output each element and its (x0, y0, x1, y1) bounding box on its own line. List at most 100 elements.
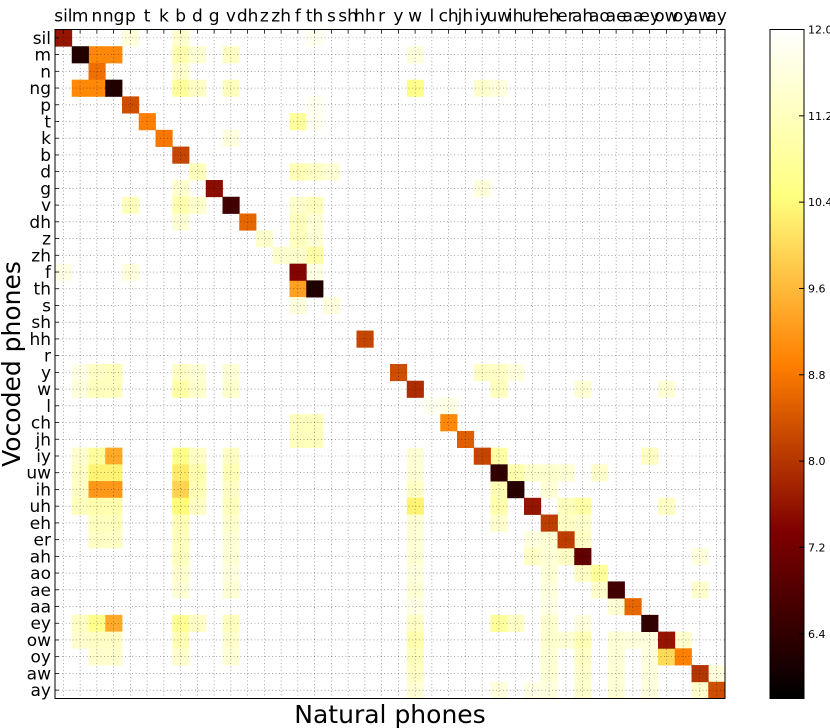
y-tick-label: ih (36, 480, 52, 500)
heatmap-cell (406, 464, 424, 482)
heatmap-cell (172, 481, 190, 499)
plot-frame (54, 29, 726, 699)
heatmap-cell (256, 230, 274, 248)
x-axis-title: Natural phones (294, 700, 485, 728)
heatmap-cell (105, 531, 123, 549)
y-tick-label: hh (29, 330, 51, 350)
x-tick-label: ih (508, 7, 524, 27)
heatmap-cell (440, 414, 458, 432)
x-tick-label: ao (589, 7, 610, 27)
colorbar-tick-label: 8.8 (808, 369, 826, 382)
x-tick-label: g (209, 7, 220, 27)
x-tick-label: f (295, 7, 302, 27)
x-tick-label: l (430, 7, 435, 27)
y-tick-label: v (41, 196, 51, 216)
y-tick-label: ay (31, 681, 51, 701)
y-tick-label: sil (33, 29, 51, 49)
heatmap-cell (222, 447, 240, 465)
heatmap-cell (406, 614, 424, 632)
x-tick-label: y (393, 7, 403, 27)
heatmap-cell (105, 447, 123, 465)
heatmap-cell (105, 631, 123, 649)
heatmap-cell (138, 113, 156, 131)
x-tick-label: ow (654, 7, 678, 27)
x-tick-label: oy (673, 7, 693, 27)
heatmap-cell (574, 681, 592, 699)
heatmap-cell (55, 263, 73, 281)
heatmap-cell (490, 481, 508, 499)
heatmap-cell (524, 547, 542, 566)
y-axis-title: Vocoded phones (0, 261, 26, 467)
x-tick-label: hh (354, 7, 376, 27)
x-tick-label: v (226, 7, 236, 27)
y-tick-label: f (45, 263, 52, 283)
y-tick-labels: silmnngptkbdgvdhzzhfthsshhhrywlchjhiyuwi… (26, 29, 59, 701)
heatmap-cell (172, 631, 190, 649)
y-tick-label: l (46, 397, 51, 417)
heatmap-cell (272, 246, 290, 265)
x-tick-label: jh (457, 7, 474, 27)
heatmap-cell (105, 614, 123, 632)
heatmap-cell (189, 614, 207, 632)
colorbar (769, 29, 805, 699)
x-tick-label: s (327, 7, 336, 27)
y-tick-label: zh (31, 246, 51, 266)
heatmap-cell (406, 631, 424, 649)
heatmap-cell (591, 564, 609, 582)
heatmap-cell (189, 447, 207, 465)
x-tick-label: uw (487, 7, 512, 27)
heatmap-cell (172, 531, 190, 549)
heatmap-cell (105, 481, 123, 499)
heatmap-cell (189, 79, 207, 97)
x-tick-label: aa (622, 7, 643, 27)
x-tick-label: aw (688, 7, 712, 27)
y-tick-label: ae (30, 581, 51, 601)
y-tick-label: ao (30, 564, 51, 584)
colorbar-tick-label: 6.4 (808, 628, 826, 641)
heatmap-cell (406, 447, 424, 465)
x-tick-label: p (125, 7, 136, 27)
heatmap-cell (122, 263, 140, 281)
colorbar-tick-label: 8.0 (808, 455, 826, 468)
y-tick-label: eh (30, 514, 51, 534)
y-tick-label: uw (26, 464, 51, 484)
heatmap-cell (691, 681, 709, 699)
heatmap-cell (641, 614, 659, 632)
heatmap-cell (524, 464, 542, 482)
heatmap-cell (607, 681, 625, 699)
y-tick-label: t (44, 112, 51, 132)
heatmap-cell (189, 163, 207, 181)
heatmap-cell (172, 79, 190, 97)
heatmap-cell (172, 464, 190, 482)
heatmap-cell (406, 380, 424, 398)
y-tick-label: d (40, 163, 51, 183)
heatmap-cell (641, 447, 659, 465)
heatmap-cell (172, 146, 190, 164)
heatmap-cell (490, 380, 508, 398)
heatmap-cell (105, 79, 123, 97)
heatmap-cell (490, 464, 508, 482)
y-tick-label: s (42, 296, 51, 316)
y-tick-label: oy (31, 648, 51, 668)
heatmap-cell (607, 598, 625, 616)
heatmap-cell (658, 380, 676, 398)
x-tick-label: t (144, 7, 151, 27)
y-tick-label: m (34, 46, 51, 66)
colorbar-ticks: 6.4 7.2 8.0 8.8 9.6 10.4 11.2 12.0 (799, 24, 830, 641)
heatmap-cell (105, 380, 123, 398)
heatmap-cell (406, 79, 424, 97)
heatmap-cell (490, 681, 508, 699)
y-tick-label: n (40, 62, 51, 82)
x-tick-label: ay (706, 7, 726, 27)
x-tick-label: ey (639, 7, 660, 27)
colorbar-tick-label: 7.2 (808, 541, 826, 554)
heatmap-cell (55, 29, 73, 47)
x-tick-label: sh (338, 7, 358, 27)
heatmap-cell (507, 464, 525, 482)
y-tick-label: aa (30, 598, 51, 618)
y-tick-label: ah (30, 547, 51, 567)
heatmap-cell (574, 531, 592, 549)
y-tick-label: k (41, 129, 51, 149)
